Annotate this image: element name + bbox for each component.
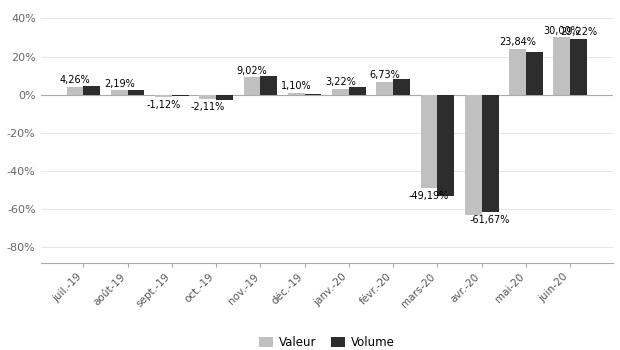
Text: 1,10%: 1,10% [281, 80, 312, 91]
Legend: Valeur, Volume: Valeur, Volume [254, 331, 399, 350]
Bar [216, 94, 233, 100]
Bar [155, 94, 172, 97]
Bar [526, 52, 542, 94]
Bar [554, 37, 570, 94]
Bar [111, 91, 128, 95]
Text: -61,67%: -61,67% [470, 215, 510, 225]
Text: 2,19%: 2,19% [104, 79, 135, 89]
Bar [438, 94, 454, 196]
Bar [420, 94, 438, 189]
Bar [332, 89, 349, 94]
Bar [172, 94, 188, 96]
Bar [288, 92, 304, 95]
Bar [482, 94, 498, 212]
Text: -49,19%: -49,19% [409, 191, 449, 201]
Bar [244, 77, 260, 94]
Text: 4,26%: 4,26% [60, 75, 91, 85]
Text: -1,12%: -1,12% [146, 100, 180, 110]
Text: 9,02%: 9,02% [237, 65, 267, 76]
Text: 6,73%: 6,73% [370, 70, 400, 80]
Text: 23,84%: 23,84% [499, 37, 536, 47]
Text: 29,22%: 29,22% [560, 27, 597, 37]
Bar [66, 86, 84, 95]
Bar [84, 85, 100, 94]
Bar [128, 90, 144, 95]
Bar [570, 39, 587, 95]
Bar [509, 49, 526, 94]
Bar [393, 79, 410, 94]
Bar [465, 94, 482, 215]
Bar [260, 76, 277, 95]
Text: 3,22%: 3,22% [325, 77, 356, 86]
Bar [376, 82, 393, 94]
Text: 30,00%: 30,00% [544, 26, 580, 36]
Bar [349, 87, 366, 95]
Text: -2,11%: -2,11% [190, 102, 225, 112]
Bar [200, 94, 216, 99]
